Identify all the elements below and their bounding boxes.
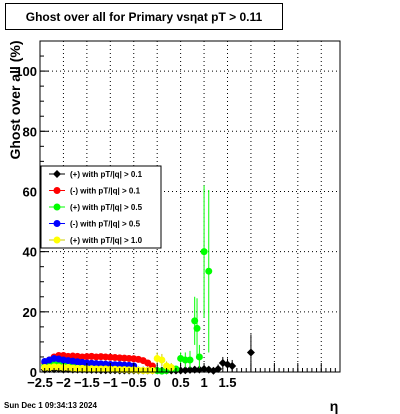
- y-tick-label: 40: [23, 245, 37, 260]
- chart-title-prefix: Ghost over all for Primary vs: [25, 9, 190, 24]
- x-axis-title: η: [330, 398, 339, 414]
- legend-entry-label: (-) with pT/|q| > 0.1: [70, 187, 141, 196]
- timestamp: Sun Dec 1 09:34:13 2024: [4, 401, 97, 410]
- legend: (+) with pT/|q| > 0.1 (-) with pT/|q| > 0…: [40, 165, 162, 249]
- legend-entry-label: (-) with pT/|q| > 0.5: [70, 220, 141, 229]
- legend-marker: [53, 203, 61, 211]
- chart-title-suffix: at pT > 0.11: [197, 9, 263, 24]
- x-tick-label: 1: [200, 375, 207, 390]
- data-point: [191, 317, 199, 325]
- legend-marker: [53, 220, 61, 227]
- axis-ticks: [39, 40, 336, 373]
- legend-entry-label: (+) with pT/|q| > 0.1: [70, 170, 143, 179]
- legend-marker: [53, 170, 61, 178]
- x-tick-label: 0: [154, 375, 161, 390]
- y-axis-title: Ghost over all (%): [7, 40, 23, 159]
- x-tick-label: 0.5: [172, 375, 190, 390]
- axis-labels: −2.5 −2 −1.5 −1 −0.5 0 0.5 1 1.5 0 20 40 60 80 100: [15, 64, 236, 390]
- data-points: [40, 185, 255, 375]
- data-point: [195, 353, 203, 361]
- legend-entry-label: (+) with pT/|q| > 1.0: [70, 236, 143, 245]
- x-tick-label: −1: [103, 375, 118, 390]
- x-tick-label: −0.5: [121, 375, 147, 390]
- legend-entry-label: (+) with pT/|q| > 0.5: [70, 203, 143, 212]
- data-point: [246, 348, 255, 357]
- eta-symbol: η: [189, 9, 198, 24]
- legend-marker: [53, 236, 61, 244]
- data-point: [167, 363, 175, 371]
- x-tick-label: 1.5: [218, 375, 236, 390]
- y-tick-label: 80: [23, 124, 37, 139]
- data-point: [193, 324, 201, 332]
- y-tick-label: 60: [23, 184, 37, 199]
- y-tick-label: 100: [15, 64, 37, 79]
- data-point: [228, 361, 237, 370]
- series-4: [41, 352, 175, 374]
- x-tick-label: −2: [56, 375, 71, 390]
- x-tick-label: −2.5: [27, 375, 53, 390]
- data-point: [205, 267, 213, 275]
- legend-marker: [53, 187, 61, 194]
- y-tick-label: 0: [30, 365, 37, 380]
- x-tick-label: −1.5: [74, 375, 100, 390]
- chart-title: Ghost over all for Primary vs η at pT > …: [5, 3, 283, 30]
- y-tick-label: 20: [23, 305, 37, 320]
- data-point: [200, 248, 208, 256]
- data-point: [158, 356, 166, 364]
- data-point: [186, 356, 194, 364]
